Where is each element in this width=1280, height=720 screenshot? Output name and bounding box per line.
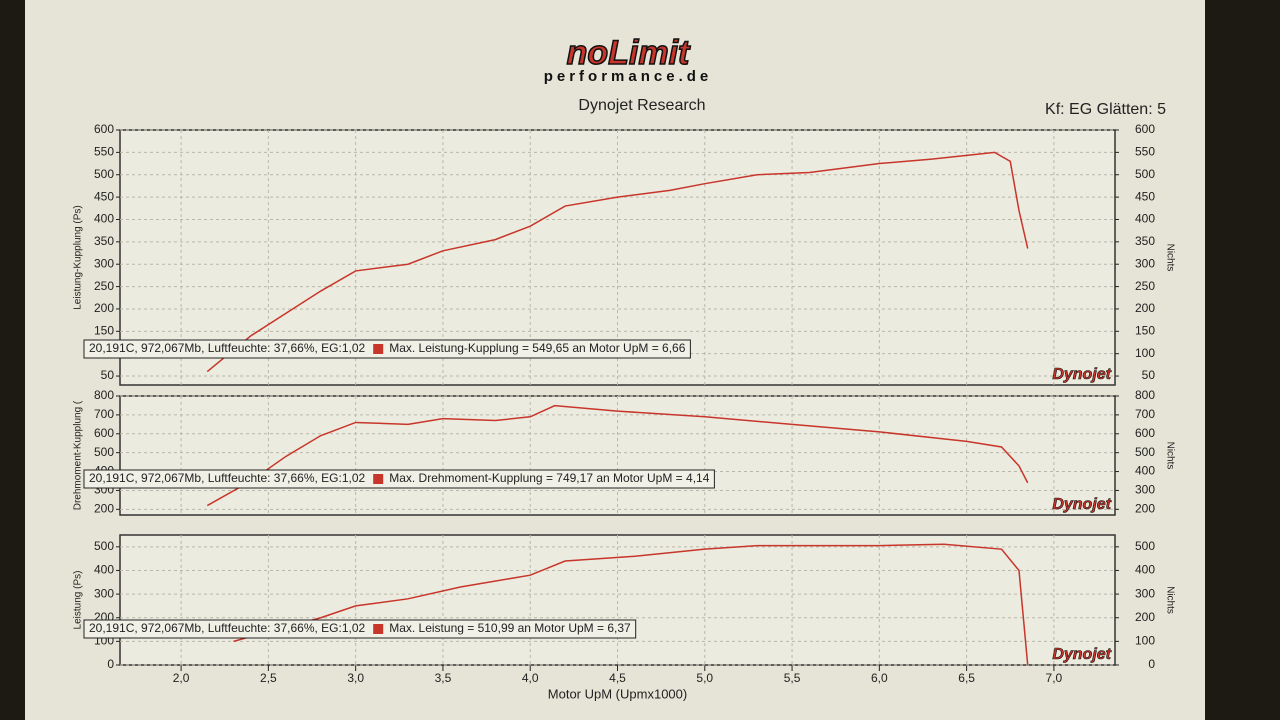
- line: [206, 404, 1029, 507]
- y-tick-label: 500: [94, 539, 114, 553]
- legend-swatch: [373, 474, 384, 484]
- legend-swatch: [373, 344, 384, 354]
- y2-tick-label: 100: [1135, 634, 1155, 648]
- y2-tick-label: 200: [1135, 301, 1155, 315]
- y2-tick-label: 300: [1135, 483, 1155, 497]
- y-axis-label: Leistung (Ps): [73, 571, 84, 630]
- annotation: Max. Leistung = 510,99 an Motor UpM = 6,…: [389, 621, 631, 635]
- y-tick-label: 150: [94, 323, 114, 337]
- y-tick-label: 500: [94, 167, 114, 181]
- y-tick-label: 350: [94, 234, 114, 248]
- y2-tick-label: 100: [1135, 346, 1155, 360]
- y2-tick-label: 400: [1135, 563, 1155, 577]
- y2-tick-label: 0: [1148, 657, 1155, 671]
- legend-swatch: [373, 624, 384, 634]
- header-title: Dynojet Research: [578, 97, 705, 114]
- y2-tick-label: 200: [1135, 502, 1155, 516]
- header-setting: Kf: EG Glätten: 5: [1045, 101, 1166, 118]
- y-tick-label: 600: [94, 426, 114, 440]
- y-tick-label: 450: [94, 189, 114, 203]
- y2-axis-label: Nichts: [1164, 244, 1175, 272]
- x-axis-label: Motor UpM (Upmx1000): [548, 686, 687, 701]
- y2-tick-label: 400: [1135, 212, 1155, 226]
- y2-tick-label: 300: [1135, 586, 1155, 600]
- y2-tick-label: 550: [1135, 145, 1155, 159]
- y2-tick-label: 500: [1135, 445, 1155, 459]
- info-box: [83, 339, 691, 359]
- plot-frame: [119, 395, 1116, 516]
- line: [206, 151, 1029, 373]
- y-tick-label: 0: [107, 657, 114, 671]
- y2-tick-label: 250: [1135, 279, 1155, 293]
- y-axis-label: Drehmoment-Kupplung (: [73, 400, 84, 510]
- x-tick-label: 7,0: [1046, 671, 1063, 685]
- y-tick-label: 400: [94, 212, 114, 226]
- info-text: 20,191C, 972,067Mb, Luftfeuchte: 37,66%,…: [89, 621, 366, 635]
- y-tick-label: 400: [94, 563, 114, 577]
- x-tick-label: 3,5: [435, 671, 452, 685]
- y2-tick-label: 400: [1135, 464, 1155, 478]
- y-tick-label: 50: [101, 368, 115, 382]
- x-tick-label: 5,5: [784, 671, 801, 685]
- y2-tick-label: 600: [1135, 426, 1155, 440]
- y-tick-label: 200: [94, 502, 114, 516]
- y-tick-label: 600: [94, 122, 114, 136]
- brand: Dynojet: [1052, 496, 1111, 513]
- x-tick-label: 6,0: [871, 671, 888, 685]
- y-tick-label: 500: [94, 445, 114, 459]
- y-tick-label: 800: [94, 388, 114, 402]
- y2-tick-label: 800: [1135, 388, 1155, 402]
- x-tick-label: 2,0: [173, 671, 190, 685]
- info-text: 20,191C, 972,067Mb, Luftfeuchte: 37,66%,…: [89, 341, 366, 355]
- y2-tick-label: 50: [1142, 368, 1156, 382]
- y2-tick-label: 700: [1135, 407, 1155, 421]
- y2-tick-label: 200: [1135, 610, 1155, 624]
- x-tick-label: 2,5: [260, 671, 277, 685]
- y2-tick-label: 500: [1135, 167, 1155, 181]
- info-box: [83, 619, 637, 639]
- y2-axis-label: Nichts: [1164, 586, 1175, 614]
- annotation: Max. Drehmoment-Kupplung = 749,17 an Mot…: [389, 471, 710, 485]
- x-tick-label: 6,5: [958, 671, 975, 685]
- info-box: [83, 469, 715, 489]
- y-tick-label: 700: [94, 407, 114, 421]
- x-tick-label: 4,5: [609, 671, 626, 685]
- line: [233, 543, 1029, 666]
- y-tick-label: 550: [94, 145, 114, 159]
- x-tick-label: 5,0: [696, 671, 713, 685]
- y2-tick-label: 150: [1135, 323, 1155, 337]
- y-tick-label: 200: [94, 301, 114, 315]
- brand: Dynojet: [1052, 646, 1111, 663]
- x-tick-label: 3,0: [347, 671, 364, 685]
- y-tick-label: 300: [94, 256, 114, 270]
- x-tick-label: 4,0: [522, 671, 539, 685]
- logo-sub: performance.de: [544, 68, 713, 85]
- logo: noLimit: [567, 34, 691, 72]
- y2-tick-label: 350: [1135, 234, 1155, 248]
- y2-tick-label: 450: [1135, 189, 1155, 203]
- annotation: Max. Leistung-Kupplung = 549,65 an Motor…: [389, 341, 686, 355]
- y2-axis-label: Nichts: [1164, 442, 1175, 470]
- y-axis-label: Leistung-Kupplung (Ps): [73, 205, 84, 310]
- y2-tick-label: 300: [1135, 256, 1155, 270]
- y-tick-label: 300: [94, 586, 114, 600]
- info-text: 20,191C, 972,067Mb, Luftfeuchte: 37,66%,…: [89, 471, 366, 485]
- y2-tick-label: 600: [1135, 122, 1155, 136]
- y2-tick-label: 500: [1135, 539, 1155, 553]
- y-tick-label: 250: [94, 279, 114, 293]
- brand: Dynojet: [1052, 366, 1111, 383]
